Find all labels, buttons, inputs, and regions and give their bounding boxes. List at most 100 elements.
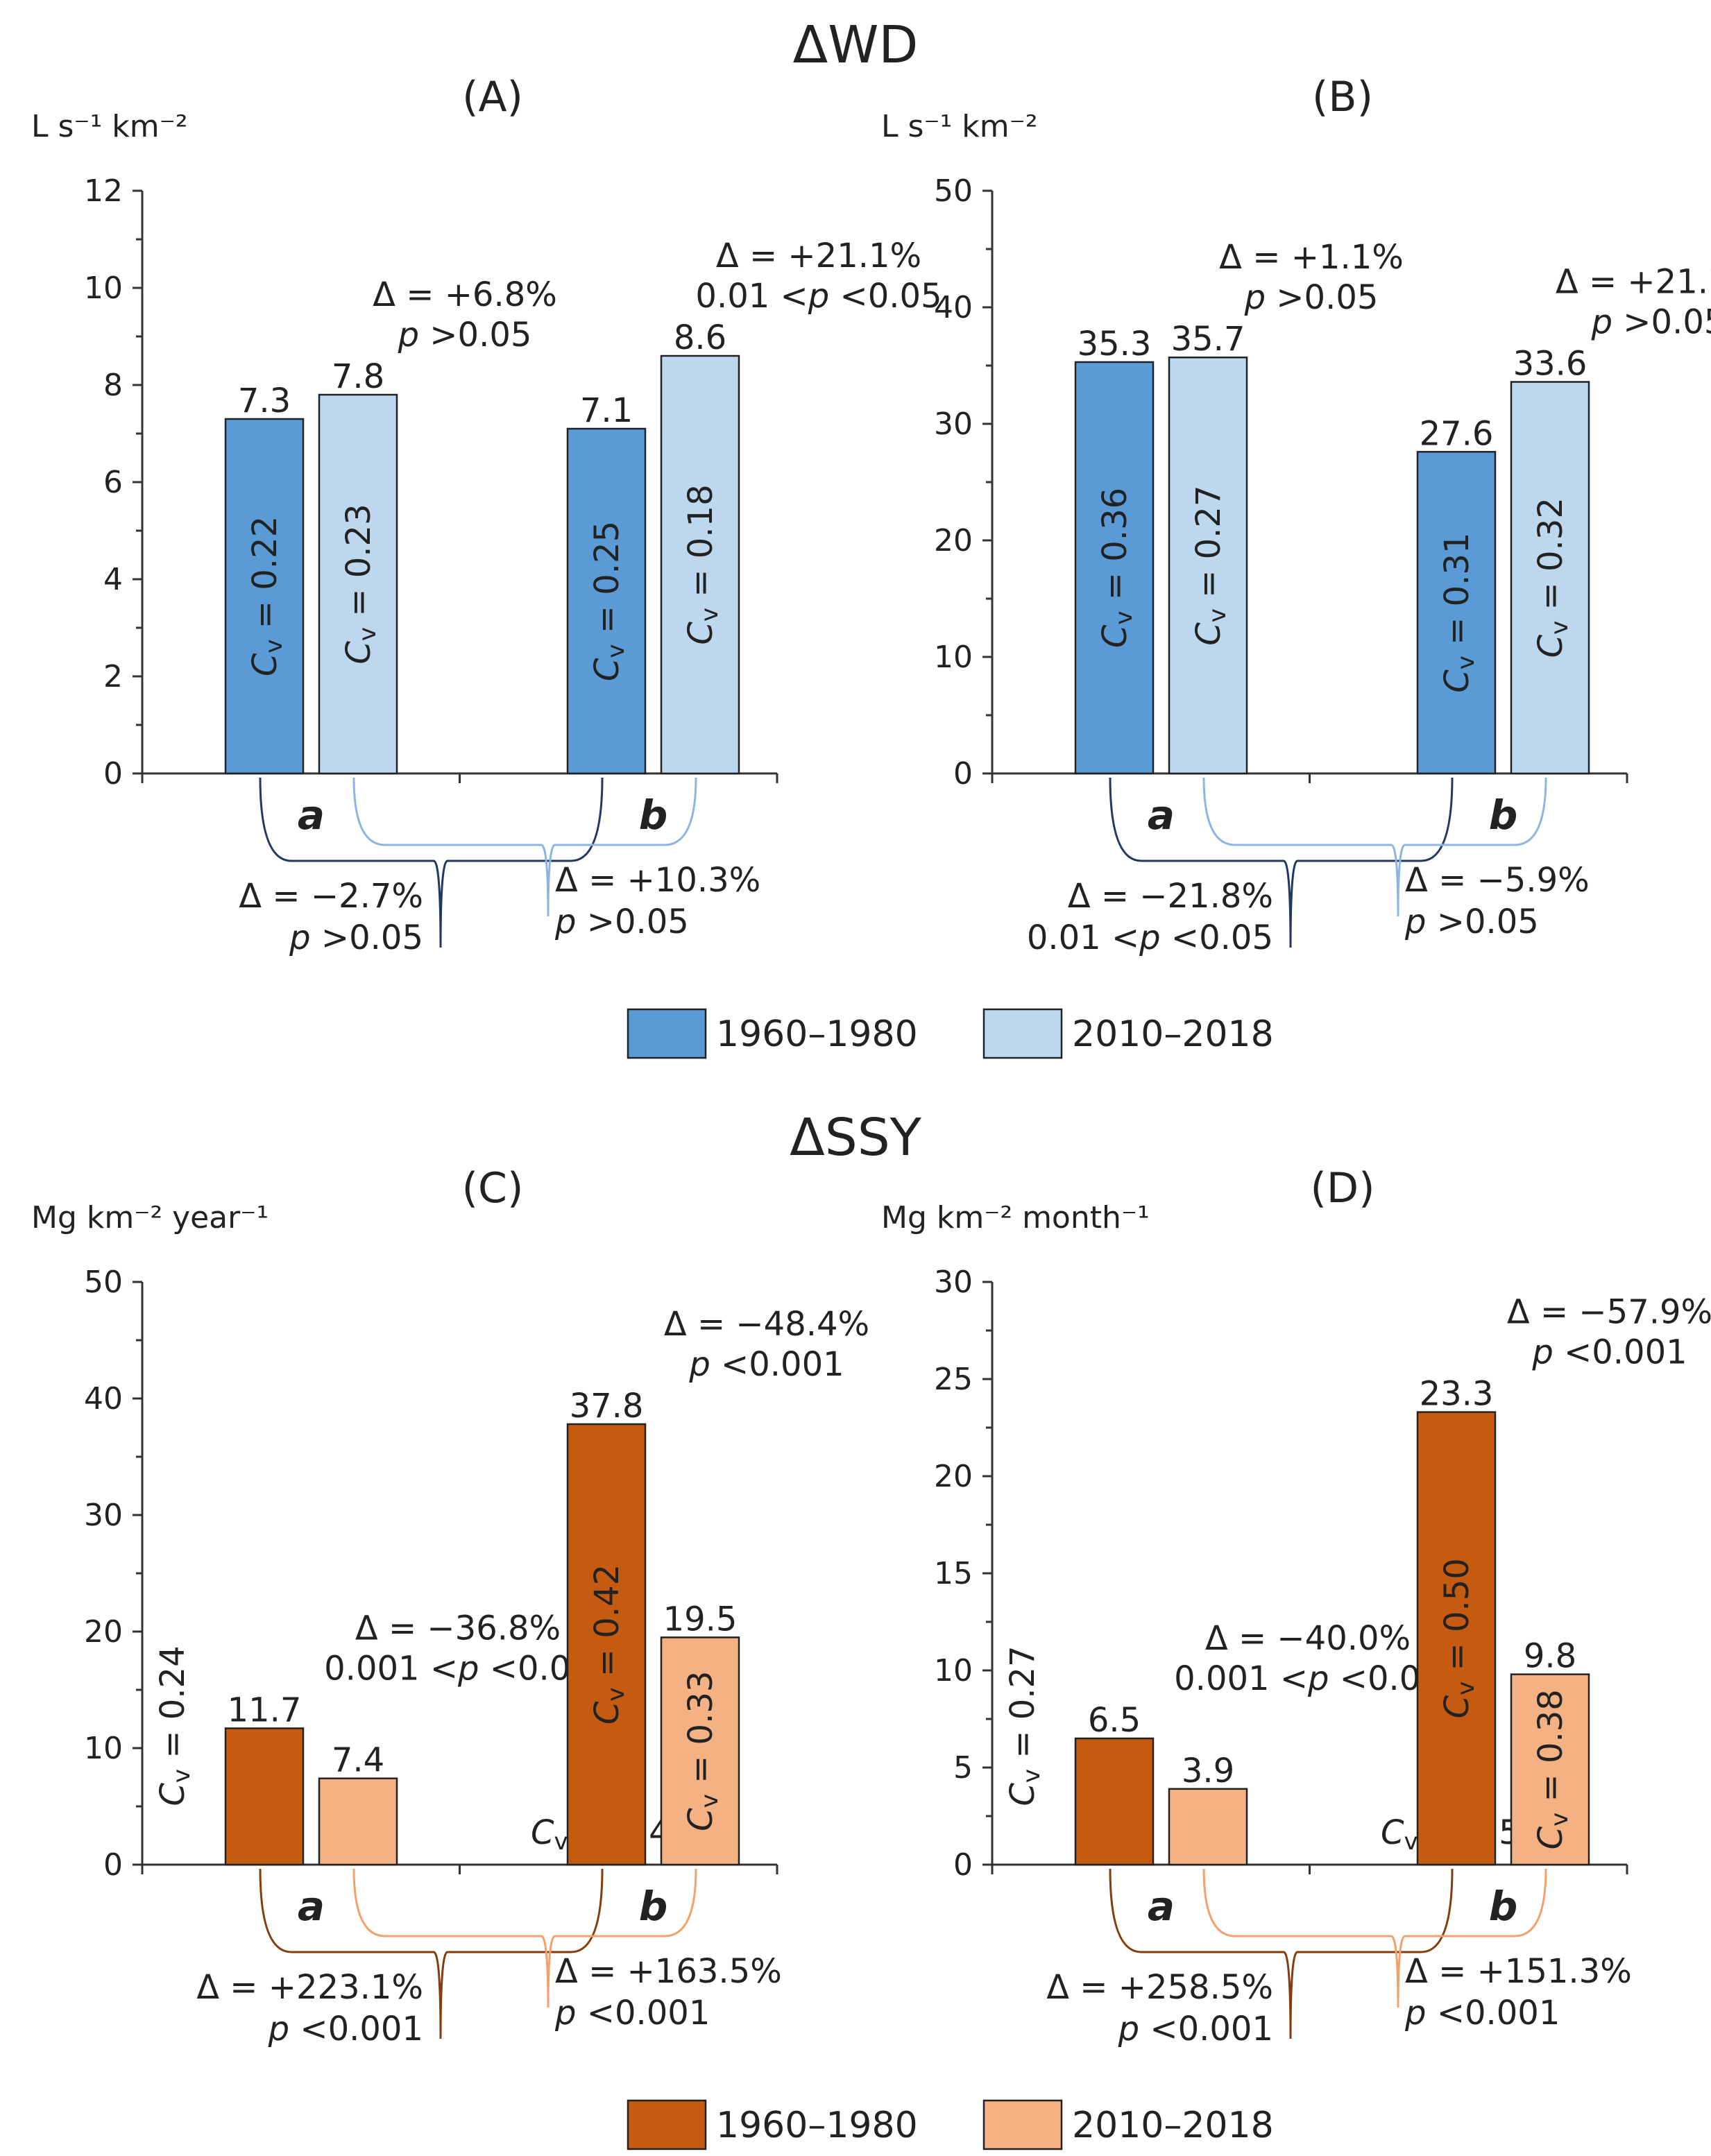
y-tick-label-b: 40: [934, 290, 973, 325]
legend-swatch-ssy-early: [627, 2099, 707, 2150]
between-p-early-d: p <0.001: [1118, 2010, 1273, 2048]
bar-b-b-late: [1510, 381, 1590, 775]
within-p-c: p <0.001: [688, 1345, 844, 1384]
within-delta-a: Δ = +6.8%: [373, 275, 557, 314]
within-p-a: p >0.05: [398, 316, 532, 354]
bar-a-b-early: [566, 427, 647, 775]
bar-d-b-late: [1510, 1673, 1590, 1866]
y-tick-label-a: 6: [103, 465, 123, 500]
legend-swatch-wd-late: [982, 1008, 1063, 1059]
bar-c-b-late: [660, 1636, 740, 1866]
y-tick-label-d: 10: [934, 1653, 973, 1688]
legend-swatch-wd-early: [627, 1008, 707, 1059]
panel-title-a: (A): [462, 73, 523, 121]
between-p-late-a: p >0.05: [554, 902, 689, 941]
cv-label-c: Cv = 0.24: [153, 1645, 196, 1806]
group-label-c-b: b: [639, 1883, 668, 1930]
brace-early-c: [259, 1868, 604, 2039]
cv-label-a: Cv = 0.22: [246, 516, 288, 676]
value-label-b: 35.7: [1171, 320, 1245, 359]
group-label-c-a: a: [298, 1883, 325, 1930]
value-label-c: 11.7: [228, 1691, 302, 1729]
bar-b-a-late: [1168, 356, 1248, 775]
between-delta-early-a: Δ = −2.7%: [239, 877, 423, 916]
between-p-early-c: p <0.001: [268, 2010, 423, 2048]
value-label-d: 6.5: [1088, 1701, 1141, 1740]
brace-late-b: [1202, 777, 1547, 917]
bar-d-a-late: [1168, 1788, 1248, 1866]
group-label-a-a: a: [298, 792, 325, 839]
between-delta-late-b: Δ = −5.9%: [1405, 861, 1590, 900]
cv-label-a: Cv = 0.18: [681, 484, 724, 644]
brace-late-c: [352, 1868, 697, 2008]
value-label-a: 7.3: [238, 382, 291, 420]
legend-label-wd-late: 2010–2018: [1072, 1013, 1274, 1055]
value-label-c: 19.5: [663, 1600, 738, 1639]
between-p-late-d: p <0.001: [1404, 1994, 1560, 2033]
between-delta-late-a: Δ = +10.3%: [555, 861, 760, 900]
between-p-late-b: p >0.05: [1404, 902, 1539, 941]
y-tick-label-b: 50: [934, 173, 973, 209]
cv-label-a: Cv = 0.23: [339, 504, 382, 664]
y-tick-label-b: 30: [934, 407, 973, 442]
brace-late-d: [1202, 1868, 1547, 2008]
value-label-b: 33.6: [1513, 345, 1587, 384]
value-label-a: 7.8: [332, 357, 384, 396]
group-label-b-a: a: [1148, 792, 1175, 839]
bar-d-b-early: [1416, 1411, 1497, 1866]
value-label-b: 27.6: [1420, 414, 1494, 453]
value-label-d: 23.3: [1420, 1375, 1494, 1414]
bar-c-b-early: [566, 1423, 647, 1866]
within-p-c: 0.001 <p <0.01: [324, 1649, 592, 1688]
within-p-d: p <0.001: [1531, 1333, 1687, 1372]
y-tick-label-d: 30: [934, 1265, 973, 1300]
y-tick-label-a: 12: [84, 173, 123, 209]
value-label-a: 8.6: [674, 318, 726, 357]
group-label-d-b: b: [1489, 1883, 1518, 1930]
value-label-d: 9.8: [1524, 1637, 1576, 1676]
within-p-b: p >0.05: [1244, 278, 1379, 317]
value-label-a: 7.1: [580, 391, 633, 430]
legend-label-ssy-late: 2010–2018: [1072, 2105, 1274, 2146]
legend-label-ssy-early: 1960–1980: [716, 2105, 918, 2146]
unit-label-a: L s⁻¹ km⁻²: [31, 109, 187, 144]
panel-a: (A) L s⁻¹ km⁻² 0 2 4 6 8 10 12 7.3 Cv = 0.22 7.8 Cv …: [31, 73, 942, 957]
y-tick-label-b: 0: [953, 756, 973, 792]
cv-label-b: Cv = 0.32: [1531, 497, 1574, 658]
y-tick-label-a: 8: [103, 368, 123, 403]
value-label-b: 35.3: [1078, 325, 1152, 363]
cv-label-b: Cv = 0.27: [1189, 485, 1232, 645]
panel-title-b: (B): [1312, 73, 1373, 121]
brace-late-a: [352, 777, 697, 917]
cv-label-a: Cv = 0.25: [588, 521, 630, 681]
between-p-early-b: 0.01 <p <0.05: [1027, 918, 1273, 957]
legend-wd: 1960–1980 2010–2018: [627, 1008, 1274, 1059]
panel-title-c: (C): [462, 1164, 524, 1213]
bar-a-a-early: [224, 418, 305, 775]
panel-title-d: (D): [1310, 1164, 1374, 1213]
bar-a-a-late: [318, 393, 398, 775]
within-delta-b: Δ = +1.1%: [1219, 238, 1404, 277]
within-delta-d: Δ = −40.0%: [1205, 1619, 1411, 1658]
within-delta-d: Δ = −57.9%: [1507, 1293, 1711, 1332]
y-tick-label-c: 50: [84, 1265, 123, 1300]
between-p-late-c: p <0.001: [554, 1994, 710, 2033]
y-tick-label-d: 20: [934, 1459, 973, 1494]
group-label-a-b: b: [639, 792, 668, 839]
y-tick-label-a: 10: [84, 271, 123, 306]
within-p-d: 0.001 <p <0.01: [1174, 1659, 1442, 1698]
within-p-a: 0.01 <p <0.05: [695, 277, 942, 316]
y-tick-label-d: 0: [953, 1847, 973, 1883]
within-delta-a: Δ = +21.1%: [716, 237, 921, 275]
cv-label-c: Cv = 0.33: [681, 1671, 724, 1831]
unit-label-d: Mg km⁻² month⁻¹: [881, 1200, 1150, 1235]
brace-early-a: [259, 777, 604, 948]
between-p-early-a: p >0.05: [289, 918, 423, 957]
between-delta-late-d: Δ = +151.3%: [1405, 1952, 1632, 1991]
legend-label-wd-early: 1960–1980: [716, 1013, 918, 1055]
cv-label-b: Cv = 0.31: [1438, 533, 1480, 693]
group-label-b-b: b: [1489, 792, 1518, 839]
between-delta-early-c: Δ = +223.1%: [196, 1968, 423, 2007]
y-tick-label-b: 10: [934, 640, 973, 675]
